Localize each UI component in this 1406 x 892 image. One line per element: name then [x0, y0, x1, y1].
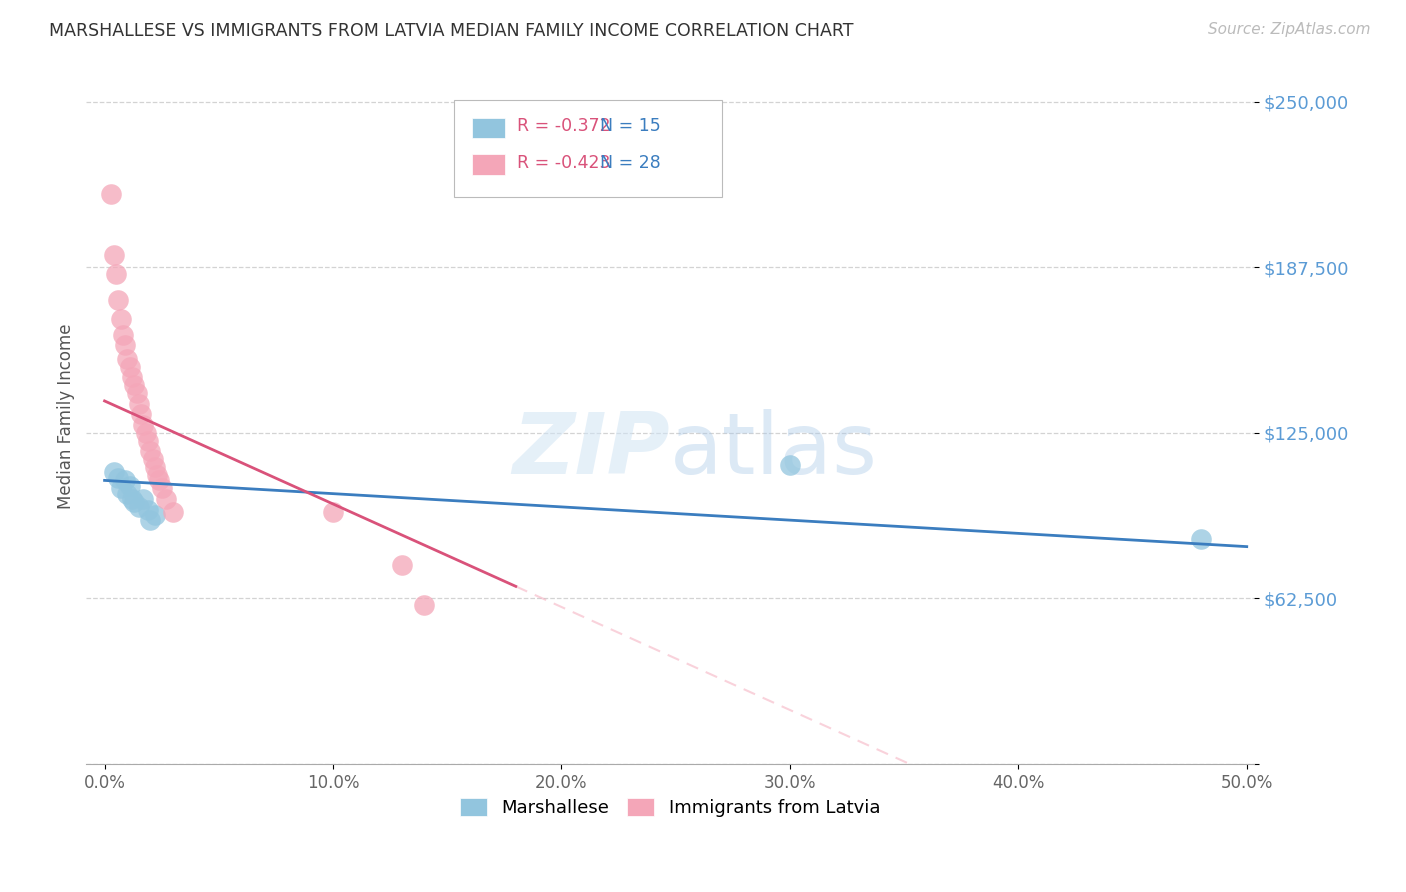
Point: [128, 500, 150, 514]
Point: [121, 491, 143, 506]
FancyBboxPatch shape: [471, 118, 505, 137]
Point: [132, 417, 155, 432]
Text: R = -0.372: R = -0.372: [517, 117, 610, 136]
Text: N = 15: N = 15: [600, 117, 661, 136]
Point: [322, 505, 344, 519]
Point: [107, 471, 129, 485]
FancyBboxPatch shape: [454, 100, 723, 197]
Point: [117, 351, 139, 366]
Point: [129, 407, 152, 421]
Text: Source: ZipAtlas.com: Source: ZipAtlas.com: [1208, 22, 1371, 37]
Point: [150, 481, 173, 495]
Point: [155, 491, 177, 506]
Point: [413, 598, 436, 612]
Text: N = 28: N = 28: [600, 154, 661, 172]
Text: atlas: atlas: [669, 409, 877, 492]
Point: [162, 505, 184, 519]
Point: [148, 474, 170, 488]
Point: [143, 508, 166, 522]
Point: [111, 327, 134, 342]
Point: [110, 481, 132, 495]
Point: [122, 494, 145, 508]
Point: [132, 491, 155, 506]
Legend: Marshallese, Immigrants from Latvia: Marshallese, Immigrants from Latvia: [453, 790, 887, 824]
Point: [139, 444, 162, 458]
Point: [391, 558, 413, 573]
Point: [107, 293, 129, 308]
Point: [121, 370, 143, 384]
Point: [114, 338, 136, 352]
Point: [117, 486, 139, 500]
Point: [125, 386, 148, 401]
Point: [128, 396, 150, 410]
Point: [118, 359, 141, 374]
Point: [103, 248, 125, 262]
Point: [114, 474, 136, 488]
Point: [110, 311, 132, 326]
Text: R = -0.423: R = -0.423: [517, 154, 610, 172]
FancyBboxPatch shape: [471, 154, 505, 175]
Point: [135, 425, 157, 440]
Point: [141, 452, 163, 467]
Point: [1189, 532, 1212, 546]
Point: [139, 513, 162, 527]
Point: [136, 434, 159, 448]
Point: [103, 466, 125, 480]
Point: [143, 460, 166, 475]
Text: MARSHALLESE VS IMMIGRANTS FROM LATVIA MEDIAN FAMILY INCOME CORRELATION CHART: MARSHALLESE VS IMMIGRANTS FROM LATVIA ME…: [49, 22, 853, 40]
Point: [136, 502, 159, 516]
Y-axis label: Median Family Income: Median Family Income: [58, 324, 75, 509]
Point: [122, 378, 145, 392]
Point: [779, 458, 801, 472]
Point: [100, 187, 122, 202]
Point: [104, 267, 127, 281]
Text: ZIP: ZIP: [512, 409, 669, 492]
Point: [118, 479, 141, 493]
Point: [146, 468, 169, 483]
